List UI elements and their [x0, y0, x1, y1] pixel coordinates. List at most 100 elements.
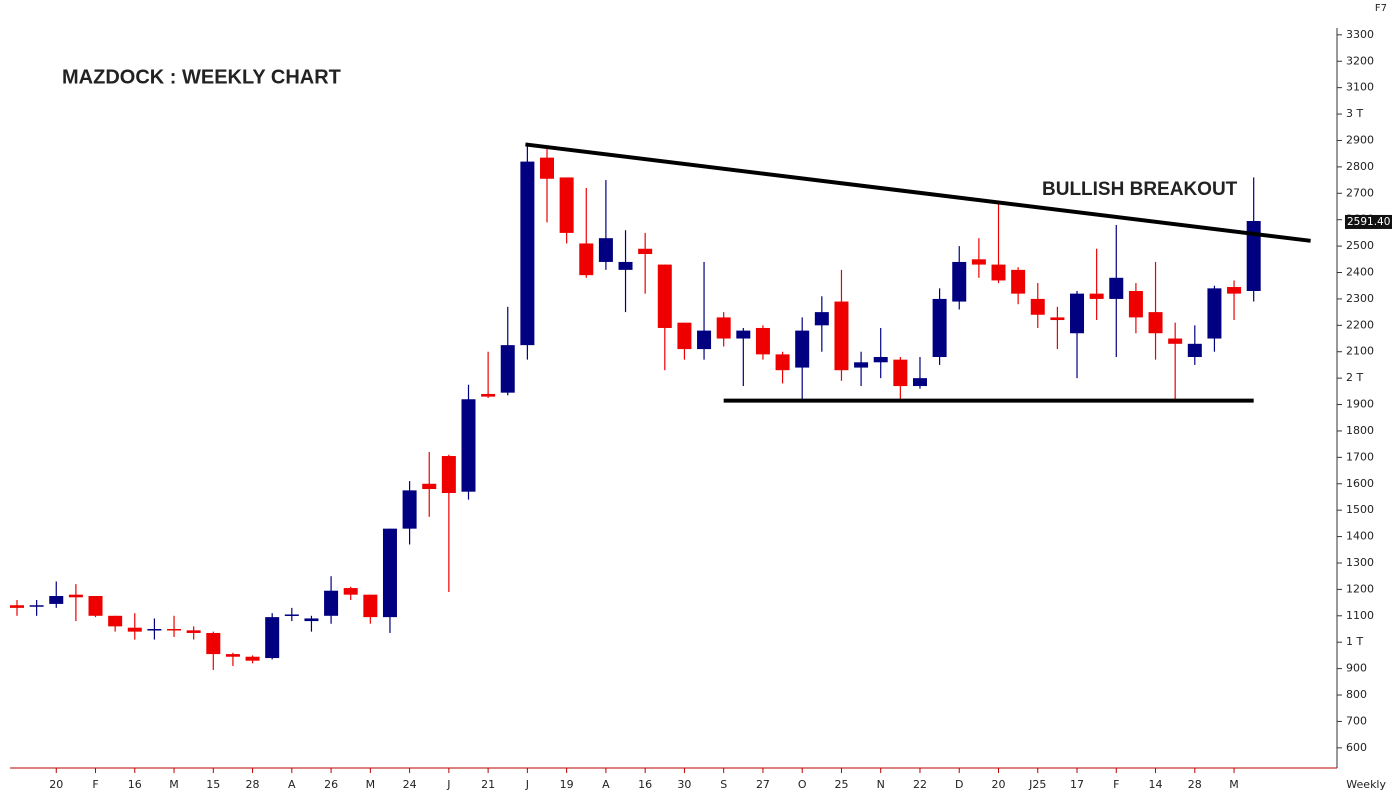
candle-body — [1168, 338, 1183, 344]
candle-body — [834, 301, 849, 371]
y-tick-label: 1800 — [1346, 424, 1374, 437]
candle-body — [952, 261, 967, 302]
candle-body — [88, 595, 103, 616]
y-tick-label: 1100 — [1346, 609, 1374, 622]
y-tick-label: 2900 — [1346, 133, 1374, 146]
x-tick-label: F — [92, 778, 98, 791]
candle-body — [186, 630, 201, 633]
x-tick-label: 19 — [560, 778, 574, 791]
y-tick-label: 3200 — [1346, 54, 1374, 67]
candle-body — [363, 594, 378, 618]
x-tick-label: 22 — [913, 778, 927, 791]
x-tick-label: 25 — [834, 778, 848, 791]
candle-body — [1011, 269, 1026, 294]
x-tick-label: N — [877, 778, 885, 791]
candle-body — [854, 362, 869, 368]
y-tick-label: 1600 — [1346, 477, 1374, 490]
price-marker — [1345, 214, 1392, 229]
candle-body — [68, 594, 83, 598]
candle-body — [1089, 293, 1104, 299]
candle-body — [971, 259, 986, 265]
y-tick-label: 3300 — [1346, 28, 1374, 41]
candle-body — [441, 456, 456, 494]
x-tick-label: J — [446, 778, 450, 791]
x-tick-label: 28 — [1188, 778, 1202, 791]
y-tick-label: 2200 — [1346, 318, 1374, 331]
candle-body — [324, 590, 339, 616]
candle-body — [638, 248, 653, 255]
candle-body — [127, 627, 142, 632]
candle-body — [461, 399, 476, 492]
x-tick-label: 28 — [246, 778, 260, 791]
candle-body — [1070, 293, 1085, 334]
x-tick-label: 16 — [638, 778, 652, 791]
price-marker-label: 2591.40 — [1347, 216, 1390, 228]
candle-body — [559, 177, 574, 233]
candle-body — [716, 317, 731, 339]
candle-body — [520, 161, 535, 346]
candle-body — [775, 354, 790, 371]
candle-body — [108, 615, 123, 627]
candle-body — [382, 528, 397, 618]
x-tick-label: O — [798, 778, 807, 791]
y-tick-label: 1300 — [1346, 556, 1374, 569]
candle-body — [598, 238, 613, 262]
candle-body — [814, 312, 829, 326]
x-tick-label: 20 — [49, 778, 63, 791]
candle-body — [540, 157, 555, 179]
candle-body — [284, 614, 299, 616]
x-tick-label: 14 — [1149, 778, 1163, 791]
candle-body — [657, 264, 672, 328]
candle-body — [481, 393, 496, 397]
x-tick-label: 27 — [756, 778, 770, 791]
x-tick-label: A — [602, 778, 610, 791]
candle-body — [304, 618, 319, 622]
y-tick-label: 700 — [1346, 714, 1367, 727]
x-tick-label: D — [955, 778, 963, 791]
y-tick-label: 1900 — [1346, 398, 1374, 411]
candle-body — [29, 605, 44, 607]
candle-body — [1050, 317, 1065, 321]
candle-body — [500, 345, 515, 393]
candle-body — [1187, 343, 1202, 358]
candle-body — [873, 357, 888, 363]
candle-body — [795, 330, 810, 368]
y-tick-label: 2800 — [1346, 160, 1374, 173]
y-tick-label: 2500 — [1346, 239, 1374, 252]
candle-body — [265, 617, 280, 659]
candle-body — [697, 330, 712, 350]
x-tick-label: J25 — [1028, 778, 1046, 791]
x-tick-label: 15 — [206, 778, 220, 791]
y-tick-label: 2 T — [1346, 371, 1363, 384]
y-tick-label: 1700 — [1346, 450, 1374, 463]
candle-body — [755, 327, 770, 355]
x-tick-label: J — [525, 778, 529, 791]
candle-body — [1227, 287, 1242, 294]
candle-body — [10, 605, 24, 608]
candle-body — [1128, 290, 1143, 318]
y-tick-label: 600 — [1346, 741, 1367, 754]
y-tick-label: 2700 — [1346, 186, 1374, 199]
candle-body — [912, 378, 927, 387]
candle-body — [1246, 221, 1261, 291]
x-tick-label: F — [1113, 778, 1119, 791]
candle-body — [343, 588, 358, 595]
candle-body — [1207, 288, 1222, 339]
x-tick-label: M — [1229, 778, 1239, 791]
x-tick-label: 26 — [324, 778, 338, 791]
x-tick-label: 20 — [992, 778, 1006, 791]
candle-body — [167, 629, 182, 631]
candle-body — [225, 654, 240, 657]
x-tick-label: 21 — [481, 778, 495, 791]
candle-body — [736, 330, 751, 339]
candle-body — [932, 298, 947, 358]
x-tick-label: 17 — [1070, 778, 1084, 791]
candle-body — [991, 264, 1006, 281]
x-tick-label: 16 — [128, 778, 142, 791]
y-tick-label: 1200 — [1346, 582, 1374, 595]
candle-body — [1030, 298, 1045, 315]
y-tick-label: 2300 — [1346, 292, 1374, 305]
